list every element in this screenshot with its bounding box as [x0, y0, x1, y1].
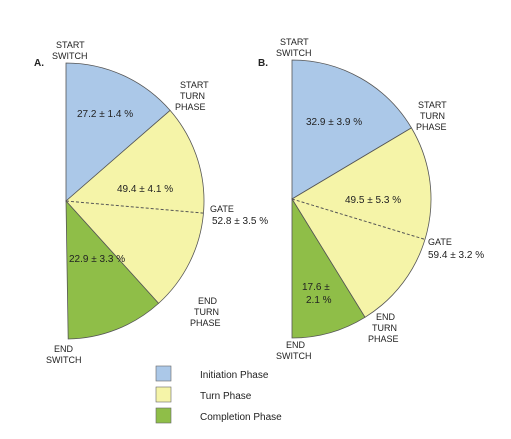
pie-slice-b-initiation	[291, 59, 412, 200]
legend: Initiation Phase Turn Phase Completion P…	[155, 365, 282, 424]
slice-label-a-turn: 49.4 ± 4.1 %	[117, 184, 173, 195]
pie-slice-a-completion	[65, 199, 160, 340]
pie-slice-a-initiation	[65, 62, 171, 202]
annotation-b-start-turn: START TURN PHASE	[416, 100, 447, 132]
slice-label-b-completion-line1: 17.6 ±	[302, 282, 330, 293]
annotation-b-start-switch: START SWITCH	[276, 37, 312, 58]
annotation-b-end-turn: END TURN PHASE	[368, 312, 399, 344]
gate-marker-a	[65, 200, 204, 214]
legend-swatch-turn	[155, 386, 172, 403]
panel-label-a: A.	[34, 58, 44, 69]
panel-label-b: B.	[258, 58, 268, 69]
slice-label-a-completion: 22.9 ± 3.3 %	[69, 254, 125, 265]
slice-label-a-initiation: 27.2 ± 1.4 %	[77, 109, 133, 120]
gate-value-a: 52.8 ± 3.5 %	[212, 216, 268, 227]
legend-label-completion: Completion Phase	[200, 412, 282, 423]
annotation-a-end-switch: END SWITCH	[46, 344, 82, 365]
legend-label-initiation: Initiation Phase	[200, 370, 269, 381]
annotation-a-start-turn: START TURN PHASE	[175, 80, 209, 112]
annotation-a-start-switch: START SWITCH	[52, 40, 88, 61]
slice-label-b-completion-line2: 2.1 %	[306, 295, 332, 306]
annotation-a-end-turn: END TURN PHASE	[190, 296, 221, 328]
legend-swatch-completion	[155, 407, 172, 424]
gate-label-a: GATE	[210, 204, 234, 214]
gate-label-b: GATE	[428, 237, 452, 247]
pie-slice-a-turn	[65, 109, 205, 304]
pie-slice-b-turn	[291, 127, 432, 318]
gate-value-b: 59.4 ± 3.2 %	[428, 250, 484, 261]
chart-panel-b: B. START SWITCH START TURN PHASE GATE 59.4 …	[258, 37, 484, 361]
pie-slice-b-completion	[291, 197, 366, 339]
gate-marker-b	[291, 198, 426, 240]
annotation-b-end-switch: END SWITCH	[276, 340, 312, 361]
slice-label-b-turn: 49.5 ± 5.3 %	[345, 195, 401, 206]
legend-swatch-initiation	[155, 365, 172, 382]
legend-label-turn: Turn Phase	[200, 391, 252, 402]
slice-label-b-initiation: 32.9 ± 3.9 %	[306, 117, 362, 128]
pie-slices-b	[291, 59, 432, 339]
pie-slices-a	[65, 62, 205, 340]
chart-panel-a: A. START SWITCH START TURN PHASE GATE 52.8 …	[34, 40, 268, 365]
slice-label-b-completion: 17.6 ± 2.1 %	[302, 282, 332, 306]
